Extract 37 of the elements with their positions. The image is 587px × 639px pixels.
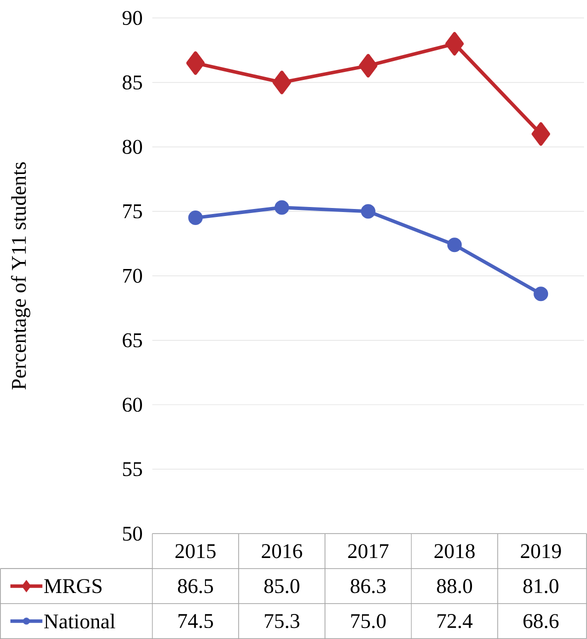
data-label: 74.5 bbox=[178, 614, 213, 628]
x-tick-label: 2018 bbox=[434, 544, 475, 558]
data-label: 81.0 bbox=[523, 579, 558, 594]
legend-label: National bbox=[44, 614, 116, 628]
y-tick-label: 60 bbox=[122, 398, 142, 412]
point bbox=[360, 204, 376, 219]
point bbox=[534, 286, 548, 302]
point bbox=[188, 210, 203, 226]
y-tick-label: 50 bbox=[123, 526, 142, 541]
data-label: 75.3 bbox=[264, 614, 300, 628]
point bbox=[447, 238, 462, 252]
data-label: 75.0 bbox=[351, 614, 386, 628]
point bbox=[274, 200, 290, 215]
data-label: 86.5 bbox=[178, 579, 213, 594]
y-tick-label: 85 bbox=[122, 75, 142, 90]
legend-label: MRGS bbox=[44, 579, 102, 594]
point bbox=[445, 32, 464, 56]
y-tick-label: 55 bbox=[123, 462, 142, 476]
data-label: 72.4 bbox=[438, 614, 472, 628]
y-tick-label: 70 bbox=[123, 268, 142, 283]
data-label: 85.0 bbox=[264, 579, 300, 594]
data-label: 68.6 bbox=[523, 614, 559, 628]
point bbox=[358, 54, 378, 78]
y-tick-label: 90 bbox=[122, 10, 142, 26]
point bbox=[186, 51, 205, 75]
x-tick-label: 2019 bbox=[520, 544, 561, 558]
y-axis-title: Percentage of Y11 students bbox=[10, 162, 30, 390]
point bbox=[532, 122, 550, 146]
x-tick-label: 2015 bbox=[175, 544, 216, 558]
x-tick-label: 2017 bbox=[348, 544, 388, 558]
x-tick-label: 2016 bbox=[262, 544, 302, 558]
y-tick-label: 80 bbox=[122, 140, 142, 154]
point bbox=[272, 70, 292, 94]
data-label: 88.0 bbox=[437, 579, 472, 594]
y-tick-label: 65 bbox=[122, 333, 142, 348]
data-label: 86.3 bbox=[350, 579, 386, 594]
y-tick-label: 75 bbox=[123, 204, 142, 218]
